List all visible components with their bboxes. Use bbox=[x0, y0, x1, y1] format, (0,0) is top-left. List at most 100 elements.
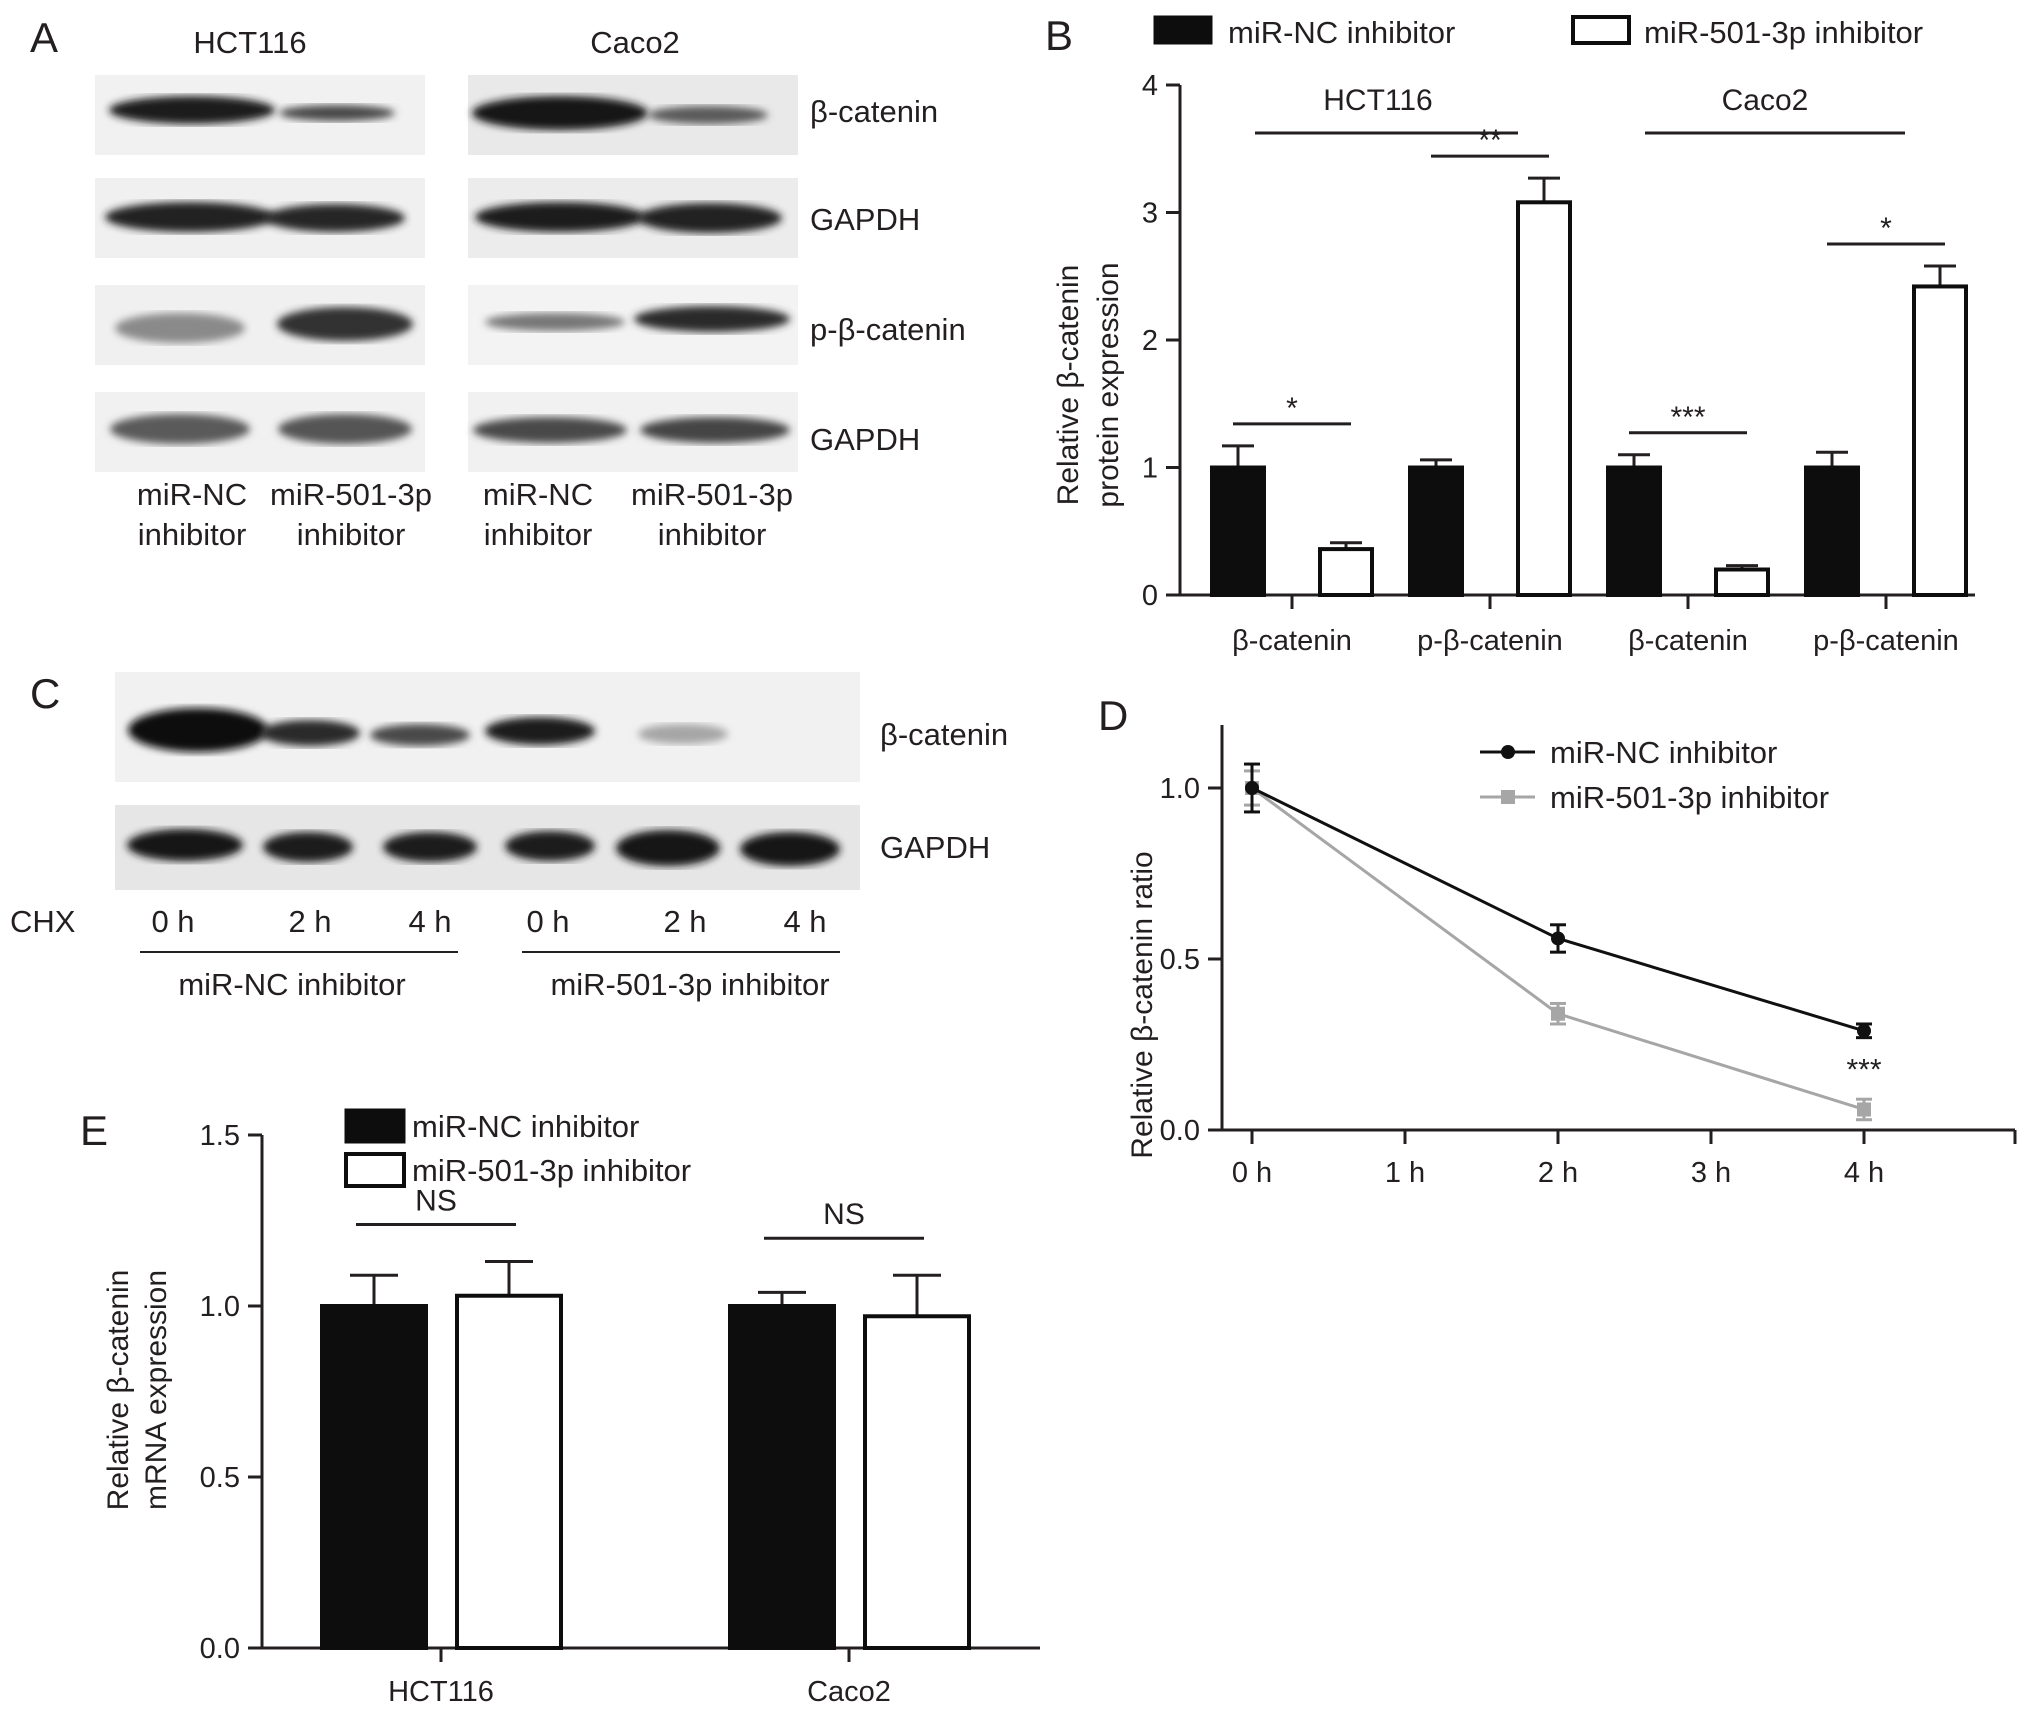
lane-label: inhibitor bbox=[297, 517, 406, 552]
legend-label-inhibitor: miR-501-3p inhibitor bbox=[1550, 780, 1829, 815]
significance-label: ** bbox=[1478, 124, 1502, 157]
y-tick-label: 1.5 bbox=[200, 1120, 240, 1152]
bar-mir-501-inhibitor bbox=[1714, 567, 1770, 597]
y-tick-label: 1 bbox=[1142, 453, 1158, 485]
legend-marker-nc bbox=[1501, 745, 1515, 759]
data-point bbox=[1857, 1102, 1871, 1117]
bar-mir-501-inhibitor bbox=[1318, 547, 1374, 597]
panel-c-label: C bbox=[30, 670, 60, 717]
panel-a: A HCT116 Caco2 bbox=[30, 14, 966, 552]
panel-b-chart: B miR-NC inhibitor miR-501-3p inhibitor … bbox=[1045, 12, 1975, 657]
blot-row-gapdh bbox=[127, 829, 840, 866]
blot-label-gapdh: GAPDH bbox=[810, 422, 920, 457]
legend-marker-inhibitor bbox=[1501, 790, 1515, 804]
blot-row-beta-catenin bbox=[95, 75, 798, 155]
lane-label: miR-501-3p bbox=[631, 477, 793, 512]
panel-e-chart: E miR-NC inhibitor miR-501-3p inhibitor … bbox=[80, 1107, 1040, 1708]
blot-band bbox=[370, 724, 470, 746]
significance-label: *** bbox=[1846, 1053, 1881, 1086]
x-tick-label: p-β-catenin bbox=[1417, 625, 1563, 657]
lane-label: inhibitor bbox=[484, 517, 593, 552]
blot-label-gapdh: GAPDH bbox=[810, 202, 920, 237]
y-tick-label: 3 bbox=[1142, 198, 1158, 230]
y-axis-title: protein expression bbox=[1092, 262, 1125, 507]
blot-band bbox=[279, 105, 395, 121]
lane-label: miR-NC bbox=[483, 477, 593, 512]
bar-mir-501-inhibitor bbox=[1912, 284, 1968, 597]
legend-label-nc: miR-NC inhibitor bbox=[1228, 15, 1455, 50]
bar-mir-nc bbox=[1606, 465, 1662, 597]
blot-band bbox=[128, 708, 268, 752]
time-label: 0 h bbox=[526, 904, 569, 939]
panel-d-label: D bbox=[1098, 692, 1128, 739]
significance-label: NS bbox=[823, 1198, 865, 1231]
y-tick-label: 0 bbox=[1142, 580, 1158, 612]
plot-area: 0.0 0.5 1.0 0 h 1 h 2 h 3 h 4 h *** bbox=[1160, 725, 2017, 1189]
panel-d-chart: D Relative β-catenin ratio miR-NC inhibi… bbox=[1098, 692, 2017, 1189]
bar-mir-nc bbox=[728, 1304, 836, 1650]
x-tick-label: 2 h bbox=[1538, 1157, 1578, 1189]
legend: miR-NC inhibitor miR-501-3p inhibitor bbox=[1480, 735, 1829, 815]
lane-label: miR-501-3p bbox=[270, 477, 432, 512]
blot-band bbox=[265, 204, 405, 232]
plot-area: 0.0 0.5 1.0 1.5 HCT116 NS Caco2 NS bbox=[200, 1120, 1040, 1708]
blot-band bbox=[110, 414, 250, 444]
bar-mir-501-inhibitor bbox=[455, 1293, 563, 1650]
x-tick-label: β-catenin bbox=[1628, 625, 1748, 657]
x-tick-label: 3 h bbox=[1691, 1157, 1731, 1189]
lane-label: miR-NC bbox=[137, 477, 247, 512]
blot-band bbox=[277, 307, 413, 341]
y-tick-label: 1.0 bbox=[1160, 773, 1200, 805]
significance-label: NS bbox=[415, 1185, 457, 1218]
bar-mir-nc bbox=[320, 1304, 428, 1650]
blot-band bbox=[640, 417, 790, 443]
blot-band bbox=[475, 202, 645, 232]
blot-row-beta-catenin bbox=[128, 708, 728, 752]
blot-band bbox=[638, 203, 782, 233]
bar-mir-501-inhibitor bbox=[863, 1314, 971, 1650]
y-tick-label: 0.0 bbox=[1160, 1115, 1200, 1147]
group-label-caco2: Caco2 bbox=[1722, 84, 1809, 117]
y-tick-label: 4 bbox=[1142, 70, 1158, 102]
y-axis-title: Relative β-catenin bbox=[102, 1270, 135, 1511]
y-tick-label: 0.5 bbox=[1160, 944, 1200, 976]
blot-label-p-beta-catenin: p-β-catenin bbox=[810, 312, 966, 347]
blot-label-beta-catenin: β-catenin bbox=[810, 94, 938, 129]
blot-band bbox=[260, 720, 360, 746]
x-tick-label: 4 h bbox=[1844, 1157, 1884, 1189]
blot-band bbox=[485, 717, 595, 745]
group-label-hct116: HCT116 bbox=[1323, 84, 1432, 117]
cell-line-label-hct116: HCT116 bbox=[193, 25, 306, 60]
y-tick-label: 1.0 bbox=[200, 1291, 240, 1323]
significance-label: * bbox=[1880, 212, 1892, 245]
panel-e-label: E bbox=[80, 1107, 108, 1154]
group-label: miR-501-3p inhibitor bbox=[550, 967, 829, 1002]
panel-b-label: B bbox=[1045, 12, 1073, 59]
data-point bbox=[1551, 1006, 1565, 1021]
series-line-mir-nc bbox=[1251, 786, 1865, 1033]
x-tick-label: p-β-catenin bbox=[1813, 625, 1959, 657]
bar-mir-nc bbox=[1408, 465, 1464, 597]
blot-band bbox=[616, 830, 720, 866]
legend-swatch-nc bbox=[1153, 15, 1213, 45]
y-tick-label: 0.0 bbox=[200, 1633, 240, 1665]
legend-swatch-inhibitor bbox=[1571, 15, 1631, 45]
group-label: miR-NC inhibitor bbox=[178, 967, 405, 1002]
x-tick-label: 1 h bbox=[1385, 1157, 1425, 1189]
significance-label: * bbox=[1286, 392, 1298, 425]
legend-label-nc: miR-NC inhibitor bbox=[412, 1109, 639, 1144]
x-tick-label: β-catenin bbox=[1232, 625, 1352, 657]
x-tick-label: 0 h bbox=[1232, 1157, 1272, 1189]
blot-band bbox=[105, 202, 275, 232]
blot-band bbox=[472, 96, 648, 130]
y-axis-title: mRNA expression bbox=[140, 1270, 173, 1510]
panel-a-label: A bbox=[30, 14, 58, 61]
bar-mir-501-inhibitor bbox=[1516, 200, 1572, 598]
y-tick-label: 2 bbox=[1142, 325, 1158, 357]
legend-swatch-inhibitor bbox=[344, 1152, 406, 1188]
chx-label: CHX bbox=[10, 904, 76, 939]
data-point bbox=[1245, 781, 1259, 795]
time-label: 2 h bbox=[663, 904, 706, 939]
time-label: 2 h bbox=[288, 904, 331, 939]
